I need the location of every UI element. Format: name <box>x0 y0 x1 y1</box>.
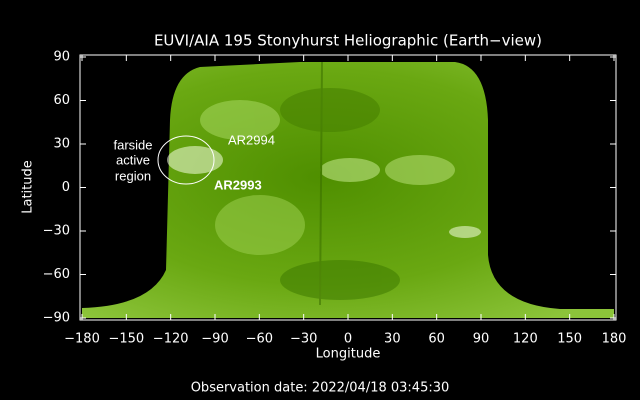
y-tick-label: −30 <box>43 224 70 239</box>
footer: Observation date: 2022/04/18 03:45:30 <box>191 381 450 396</box>
x-tick-label: 30 <box>384 332 401 347</box>
map-texture <box>167 61 481 306</box>
x-tick-label: −150 <box>108 332 144 347</box>
x-tick-label: −30 <box>290 332 317 347</box>
y-tick-label: −90 <box>43 311 70 326</box>
x-tick-label: 60 <box>428 332 445 347</box>
x-tick-label: 180 <box>602 332 627 347</box>
x-tick-label: −90 <box>201 332 228 347</box>
farside-circle <box>157 135 215 185</box>
annotation: region <box>115 168 151 183</box>
y-tick-label: −60 <box>43 267 70 282</box>
annotation: active <box>116 152 150 167</box>
x-axis-label: Longitude <box>316 347 381 362</box>
x-tick-label: 150 <box>557 332 582 347</box>
x-tick-label: 120 <box>513 332 538 347</box>
x-tick-label: −120 <box>153 332 189 347</box>
x-tick-label: 0 <box>344 332 352 347</box>
y-tick-label: 30 <box>53 137 70 152</box>
annotation: AR2994 <box>228 132 275 147</box>
x-tick-label: 90 <box>473 332 490 347</box>
y-tick-label: 90 <box>53 50 70 65</box>
x-tick-label: −180 <box>64 332 100 347</box>
y-tick-label: 60 <box>53 93 70 108</box>
y-tick-label: 0 <box>62 180 70 195</box>
x-tick-label: −60 <box>246 332 273 347</box>
annotation: AR2993 <box>214 177 262 192</box>
annotation: farside <box>113 137 152 152</box>
chart-title: EUVI/AIA 195 Stonyhurst Heliographic (Ea… <box>154 32 542 50</box>
y-axis-label: Latitude <box>21 160 36 214</box>
